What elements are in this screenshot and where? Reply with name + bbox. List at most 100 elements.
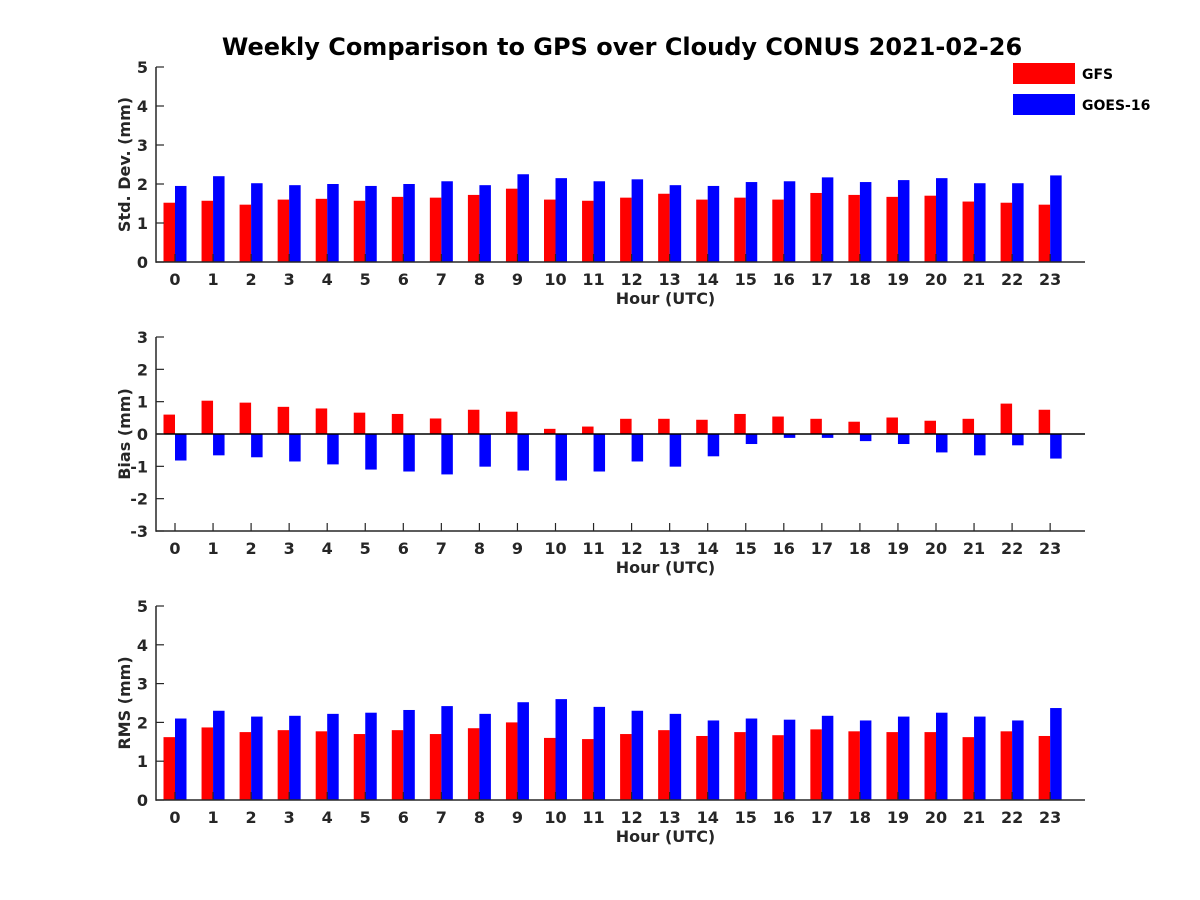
x-tick-label: 12 xyxy=(620,539,642,558)
bar-goes-16-hour-12 xyxy=(631,710,644,800)
bar-gfs-hour-21 xyxy=(962,201,975,262)
x-tick-label: 17 xyxy=(811,270,833,289)
x-tick-label: 14 xyxy=(697,808,719,827)
y-tick-label: 1 xyxy=(137,393,148,412)
bar-goes-16-hour-15 xyxy=(745,718,758,800)
y-tick-label: 3 xyxy=(137,328,148,347)
x-tick-label: 9 xyxy=(512,270,523,289)
x-tick-label: 5 xyxy=(360,808,371,827)
y-tick-label: -1 xyxy=(130,457,148,476)
x-tick-label: 4 xyxy=(322,539,333,558)
x-tick-label: 15 xyxy=(735,270,757,289)
bar-gfs-hour-5 xyxy=(353,412,366,434)
bar-goes-16-hour-11 xyxy=(593,706,606,800)
bar-goes-16-hour-7 xyxy=(441,181,453,262)
bar-gfs-hour-3 xyxy=(277,406,290,434)
legend-swatch-gfs xyxy=(1013,63,1075,84)
bar-goes-16-hour-16 xyxy=(783,719,796,800)
bar-gfs-hour-15 xyxy=(734,732,746,800)
legend-swatch-goes-16 xyxy=(1013,94,1075,115)
y-axis-label: RMS (mm) xyxy=(115,656,134,749)
bar-gfs-hour-22 xyxy=(1000,731,1013,800)
x-tick-label: 1 xyxy=(207,539,218,558)
chart-legend: GFS GOES-16 xyxy=(1013,63,1150,115)
x-tick-label: 14 xyxy=(697,270,719,289)
x-tick-label: 15 xyxy=(735,808,757,827)
bar-gfs-hour-23 xyxy=(1038,409,1051,434)
legend-label: GOES-16 xyxy=(1082,98,1150,114)
x-tick-label: 3 xyxy=(284,539,295,558)
bar-gfs-hour-0 xyxy=(163,737,175,800)
bar-goes-16-hour-13 xyxy=(669,185,682,262)
y-tick-label: 2 xyxy=(137,713,148,732)
bar-gfs-hour-9 xyxy=(505,722,518,800)
bar-gfs-hour-20 xyxy=(924,420,936,434)
bar-goes-16-hour-15 xyxy=(745,434,758,445)
bar-goes-16-hour-10 xyxy=(555,178,567,262)
x-tick-label: 8 xyxy=(474,539,485,558)
bar-goes-16-hour-9 xyxy=(517,702,529,800)
x-tick-label: 12 xyxy=(620,270,642,289)
x-tick-label: 14 xyxy=(697,539,719,558)
x-tick-label: 21 xyxy=(963,808,985,827)
x-tick-label: 21 xyxy=(963,539,985,558)
y-axis-label: Bias (mm) xyxy=(115,388,134,480)
bar-goes-16-hour-21 xyxy=(974,183,986,262)
bar-gfs-hour-7 xyxy=(429,418,442,434)
x-tick-label: 10 xyxy=(544,270,566,289)
y-tick-label: 4 xyxy=(137,97,148,116)
x-tick-label: 17 xyxy=(811,808,833,827)
x-tick-label: 7 xyxy=(436,270,447,289)
x-tick-label: 18 xyxy=(849,539,871,558)
bar-gfs-hour-13 xyxy=(658,193,670,262)
x-tick-label: 9 xyxy=(512,539,523,558)
bar-gfs-hour-15 xyxy=(734,413,746,434)
bar-gfs-hour-7 xyxy=(429,197,442,262)
bar-goes-16-hour-17 xyxy=(821,177,834,262)
bar-goes-16-hour-12 xyxy=(631,179,644,262)
bar-goes-16-hour-5 xyxy=(365,185,377,262)
x-tick-label: 2 xyxy=(246,270,257,289)
y-tick-label: 4 xyxy=(137,636,148,655)
bar-goes-16-hour-14 xyxy=(707,720,720,800)
bar-gfs-hour-2 xyxy=(239,732,252,800)
x-tick-label: 11 xyxy=(582,539,604,558)
bar-gfs-hour-15 xyxy=(734,197,746,262)
y-tick-label: 5 xyxy=(137,597,148,616)
x-tick-label: 6 xyxy=(398,539,409,558)
bar-goes-16-hour-1 xyxy=(213,710,225,800)
x-axis-label: Hour (UTC) xyxy=(616,289,716,308)
bar-goes-16-hour-1 xyxy=(213,176,225,262)
bar-gfs-hour-4 xyxy=(315,198,328,262)
bar-gfs-hour-16 xyxy=(772,199,784,262)
y-tick-label: 1 xyxy=(137,752,148,771)
x-tick-label: 23 xyxy=(1039,270,1061,289)
bar-goes-16-hour-3 xyxy=(289,715,301,800)
y-tick-label: 1 xyxy=(137,214,148,233)
bar-gfs-hour-12 xyxy=(620,197,632,262)
y-tick-label: -3 xyxy=(130,522,148,541)
x-tick-label: 3 xyxy=(284,808,295,827)
bar-gfs-hour-3 xyxy=(277,730,290,800)
bar-goes-16-hour-12 xyxy=(631,434,644,462)
bar-goes-16-hour-9 xyxy=(517,434,529,471)
bar-gfs-hour-11 xyxy=(582,200,594,262)
bar-gfs-hour-10 xyxy=(544,737,556,800)
bar-goes-16-hour-22 xyxy=(1012,434,1024,446)
x-tick-label: 1 xyxy=(207,270,218,289)
bar-goes-16-hour-10 xyxy=(555,699,567,800)
x-tick-label: 23 xyxy=(1039,539,1061,558)
x-tick-label: 1 xyxy=(207,808,218,827)
x-tick-label: 7 xyxy=(436,808,447,827)
bar-goes-16-hour-19 xyxy=(897,180,910,262)
x-tick-label: 0 xyxy=(169,270,180,289)
bar-gfs-hour-3 xyxy=(277,199,290,262)
x-tick-label: 10 xyxy=(544,808,566,827)
x-tick-label: 2 xyxy=(246,539,257,558)
bar-gfs-hour-14 xyxy=(696,419,708,434)
bar-gfs-hour-18 xyxy=(848,194,860,262)
bar-goes-16-hour-0 xyxy=(175,185,187,262)
bar-gfs-hour-12 xyxy=(620,418,632,434)
bar-goes-16-hour-0 xyxy=(175,434,187,461)
